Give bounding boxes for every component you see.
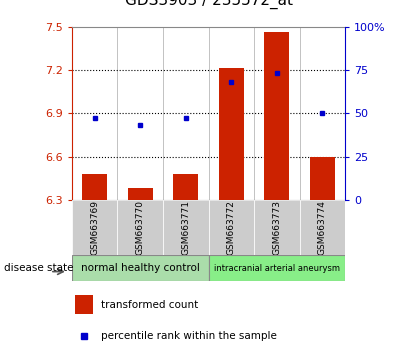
Text: GSM663769: GSM663769	[90, 200, 99, 255]
Text: transformed count: transformed count	[102, 299, 199, 310]
Bar	[75, 295, 93, 314]
Text: GSM663772: GSM663772	[227, 200, 236, 255]
Text: percentile rank within the sample: percentile rank within the sample	[102, 331, 277, 341]
Text: disease state: disease state	[4, 263, 74, 273]
Bar	[254, 200, 300, 255]
Text: GSM663773: GSM663773	[272, 200, 282, 255]
Bar	[118, 200, 163, 255]
Bar	[72, 256, 209, 281]
Text: GSM663774: GSM663774	[318, 200, 327, 255]
Bar	[219, 68, 244, 200]
Bar	[209, 256, 345, 281]
Text: GSM663771: GSM663771	[181, 200, 190, 255]
Bar	[209, 200, 254, 255]
Bar	[128, 188, 153, 200]
Bar	[264, 32, 289, 200]
Text: intracranial arterial aneurysm: intracranial arterial aneurysm	[214, 264, 340, 273]
Bar	[173, 174, 199, 200]
Text: GSM663770: GSM663770	[136, 200, 145, 255]
Bar	[310, 156, 335, 200]
Bar	[300, 200, 345, 255]
Bar	[72, 200, 118, 255]
Text: normal healthy control: normal healthy control	[81, 263, 200, 273]
Bar	[163, 200, 209, 255]
Text: GDS3903 / 235572_at: GDS3903 / 235572_at	[125, 0, 293, 9]
Bar	[82, 174, 107, 200]
